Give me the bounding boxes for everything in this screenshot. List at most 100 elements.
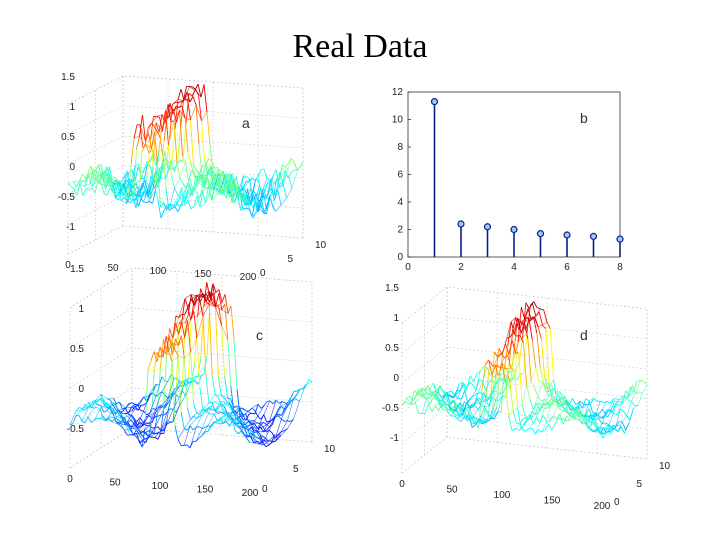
mesh-segment xyxy=(257,405,265,417)
mesh-segment xyxy=(516,422,520,425)
mesh-segment xyxy=(497,379,503,384)
mesh-segment xyxy=(250,431,257,437)
mesh-segment xyxy=(142,425,150,433)
mesh-segment xyxy=(523,332,528,374)
mesh-segment xyxy=(102,172,109,181)
mesh-segment xyxy=(91,187,96,194)
mesh-segment xyxy=(179,161,186,179)
mesh-segment xyxy=(578,402,583,409)
mesh-segment xyxy=(291,170,298,189)
mesh-segment xyxy=(123,178,130,185)
mesh-segment xyxy=(154,436,159,440)
mesh-segment xyxy=(613,412,618,416)
mesh-segment xyxy=(159,350,167,358)
mesh-segment xyxy=(129,164,136,187)
mesh-segment xyxy=(196,299,201,302)
mesh-segment xyxy=(482,367,488,382)
mesh-segment xyxy=(533,396,539,411)
mesh-segment xyxy=(458,406,463,413)
mesh-segment xyxy=(488,390,494,407)
mesh-segment xyxy=(470,416,476,425)
mesh-segment xyxy=(160,420,168,432)
mesh-segment xyxy=(223,406,228,414)
mesh-segment xyxy=(120,197,125,201)
mesh-segment xyxy=(202,158,209,175)
mesh-segment xyxy=(448,400,454,406)
mesh-segment xyxy=(613,425,619,432)
mesh-segment xyxy=(184,200,189,206)
mesh-segment xyxy=(214,410,222,413)
mesh-segment xyxy=(182,123,187,161)
mesh-segment xyxy=(183,425,191,446)
mesh-segment xyxy=(514,341,519,377)
mesh-segment xyxy=(263,401,268,406)
mesh-segment xyxy=(275,399,280,404)
mesh-segment xyxy=(94,406,98,409)
mesh-segment xyxy=(202,295,207,303)
mesh-segment xyxy=(582,398,587,409)
mesh-segment xyxy=(524,308,530,320)
mesh-segment xyxy=(433,397,437,400)
mesh-segment xyxy=(619,425,625,434)
mesh-segment xyxy=(217,377,222,396)
mesh-segment xyxy=(636,379,641,382)
mesh-segment xyxy=(419,389,425,394)
mesh-segment xyxy=(210,173,217,190)
mesh-segment xyxy=(482,421,487,425)
mesh-segment xyxy=(249,178,256,181)
mesh-segment xyxy=(177,335,182,346)
mesh-segment xyxy=(139,135,146,147)
mesh-segment xyxy=(542,325,547,330)
mesh-segment xyxy=(131,178,138,197)
mesh-segment xyxy=(446,397,452,409)
mesh-segment xyxy=(492,364,497,368)
mesh-segment xyxy=(468,382,473,385)
z-tick-label: 0.5 xyxy=(61,132,75,143)
mesh-segment xyxy=(530,381,535,388)
mesh-segment xyxy=(504,370,510,381)
mesh-segment xyxy=(180,412,185,429)
mesh-segment xyxy=(257,415,262,420)
mesh-segment xyxy=(453,398,459,402)
mesh-segment xyxy=(511,428,516,432)
mesh-segment xyxy=(172,204,176,209)
mesh-segment xyxy=(431,405,436,412)
mesh-segment xyxy=(515,317,521,323)
mesh-segment xyxy=(158,391,163,395)
mesh-segment xyxy=(546,388,552,391)
mesh-segment xyxy=(192,175,199,196)
mesh-segment xyxy=(145,144,150,154)
mesh-segment xyxy=(256,189,261,206)
mesh-segment xyxy=(160,164,167,176)
mesh-segment xyxy=(151,430,155,435)
mesh-segment xyxy=(545,390,550,397)
mesh-segment xyxy=(612,403,617,413)
mesh-segment xyxy=(502,395,506,398)
mesh-segment xyxy=(464,382,470,391)
mesh-segment xyxy=(214,394,219,398)
mesh-segment xyxy=(608,412,614,426)
mesh-segment xyxy=(202,316,207,378)
mesh-segment xyxy=(474,404,479,410)
mesh-segment xyxy=(225,177,232,184)
mesh-segment xyxy=(588,428,594,433)
mesh-segment xyxy=(513,318,519,333)
mesh-segment xyxy=(120,190,127,195)
mesh-segment xyxy=(492,356,498,367)
mesh-segment xyxy=(180,100,184,129)
mesh-segment xyxy=(597,423,603,431)
mesh-segment xyxy=(279,166,286,173)
mesh-segment xyxy=(118,417,125,425)
mesh-segment xyxy=(120,200,127,204)
mesh-segment xyxy=(482,398,486,403)
mesh-segment xyxy=(187,320,192,353)
mesh-segment xyxy=(201,425,209,436)
mesh-segment xyxy=(217,397,222,405)
mesh-segment xyxy=(90,406,95,409)
mesh-segment xyxy=(535,422,541,435)
mesh-segment xyxy=(131,405,136,412)
mesh-segment xyxy=(474,420,480,429)
mesh-segment xyxy=(243,191,247,197)
mesh-segment xyxy=(562,401,566,404)
